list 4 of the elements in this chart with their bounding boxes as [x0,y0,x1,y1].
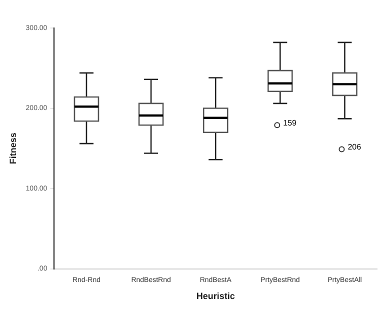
annotation: 206 [348,142,362,152]
x-axis-title: Heuristic [196,291,235,302]
annotation: 159 [283,118,298,128]
y-axis-title: Fitness [8,132,18,164]
